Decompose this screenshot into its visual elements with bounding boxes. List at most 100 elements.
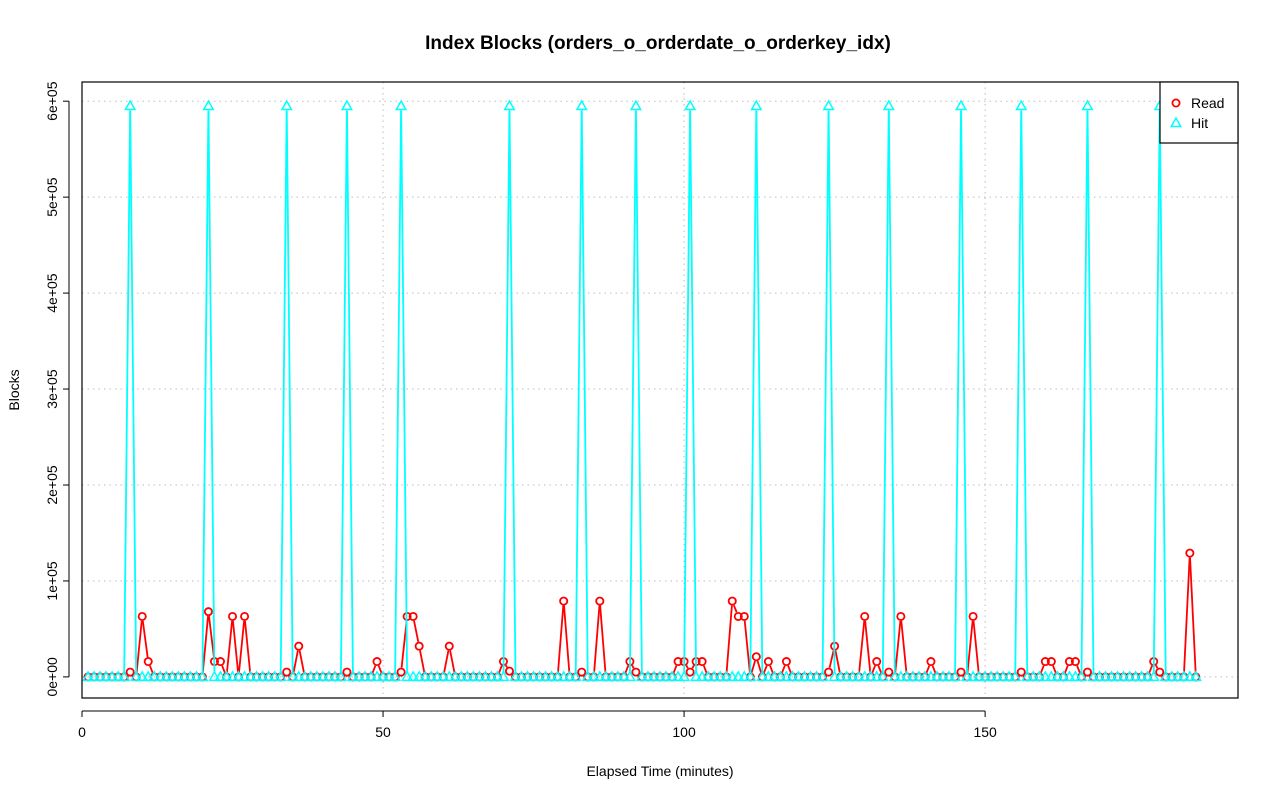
hit-point <box>1027 670 1040 682</box>
read-point <box>860 611 870 621</box>
read-segment <box>557 605 565 673</box>
read-segment <box>672 665 678 674</box>
read-point <box>294 641 304 651</box>
y-tick-label: 6e+05 <box>44 81 60 121</box>
hit-segment <box>683 110 691 673</box>
read-point <box>926 657 936 667</box>
read-segment <box>624 665 630 674</box>
hit-point <box>1087 670 1100 682</box>
hit-point <box>894 670 907 682</box>
hit-point <box>250 670 263 682</box>
hit-point <box>322 670 335 682</box>
hit-point <box>635 670 648 682</box>
hit-segment <box>749 110 758 673</box>
hit-point <box>768 670 781 682</box>
hit-segment <box>129 110 138 673</box>
hit-point <box>1117 670 1130 682</box>
hit-point <box>870 670 883 682</box>
hit-point <box>280 99 293 111</box>
read-point <box>1040 657 1050 667</box>
read-segment <box>505 664 508 668</box>
hit-point <box>936 670 950 682</box>
hit-point <box>605 670 618 682</box>
hit-segment <box>960 110 968 673</box>
read-point <box>559 596 569 606</box>
hit-point <box>1081 99 1094 111</box>
hit-segment <box>629 110 637 673</box>
read-point <box>143 657 153 667</box>
hit-point <box>539 670 552 682</box>
read-segment <box>1040 665 1045 674</box>
hit-point <box>527 670 540 682</box>
hit-point <box>358 670 372 682</box>
read-segment <box>787 665 792 674</box>
hit-point <box>364 670 378 682</box>
hit-point <box>178 670 191 682</box>
hit-segment <box>755 110 764 673</box>
hit-point <box>840 670 853 682</box>
hit-point <box>437 670 450 682</box>
hit-point <box>220 670 233 682</box>
y-axis-label: Blocks <box>6 369 22 410</box>
hit-point <box>876 670 889 682</box>
read-segment <box>691 665 695 669</box>
hit-point <box>401 670 414 682</box>
hit-point <box>395 99 408 111</box>
hit-point <box>792 670 805 682</box>
hit-point <box>1111 670 1124 682</box>
read-segment <box>864 620 872 673</box>
hit-point <box>991 670 1004 682</box>
x-axis: 0 50 100 150 <box>78 710 997 740</box>
read-segment <box>419 650 426 673</box>
read-point <box>968 611 978 621</box>
hit-point <box>1003 670 1016 682</box>
hit-point <box>172 670 185 682</box>
hit-point <box>750 99 763 111</box>
hit-segment <box>580 110 589 673</box>
hit-point <box>906 670 919 682</box>
read-segment <box>733 604 738 613</box>
read-segment <box>238 620 246 673</box>
read-segment <box>1189 557 1197 673</box>
hit-point <box>244 670 257 682</box>
x-axis-label: Elapsed Time (minutes) <box>586 763 733 779</box>
hit-point <box>340 99 353 111</box>
hit-point <box>1129 670 1142 682</box>
read-segment <box>226 620 233 673</box>
hit-point <box>569 670 582 682</box>
hit-point <box>611 670 624 682</box>
read-point <box>884 667 894 677</box>
read-point <box>751 652 761 662</box>
read-segment <box>1064 665 1069 674</box>
hit-point <box>581 670 594 682</box>
hit-point <box>431 670 444 682</box>
hit-point <box>1063 670 1076 682</box>
hit-point <box>148 670 161 682</box>
read-segment <box>900 620 908 673</box>
hit-point <box>106 670 119 682</box>
hit-point <box>1105 670 1118 682</box>
read-segment <box>1183 557 1191 673</box>
hit-point <box>979 670 992 682</box>
hit-point <box>1159 670 1172 682</box>
legend-label-hit: Hit <box>1191 115 1208 131</box>
hit-point <box>202 99 215 111</box>
hit-point <box>617 670 630 682</box>
hit-point <box>1015 99 1028 111</box>
read-point <box>215 657 225 667</box>
read-segment <box>599 605 607 673</box>
y-tick-label: 1e+05 <box>44 561 60 601</box>
hit-segment <box>394 110 402 673</box>
hit-point <box>810 670 823 682</box>
hit-point <box>389 670 402 682</box>
read-point <box>1064 657 1074 667</box>
read-segment <box>371 665 377 674</box>
hit-point <box>720 670 733 682</box>
read-segment <box>858 620 866 673</box>
hit-segment <box>123 110 132 673</box>
hit-point <box>328 670 341 682</box>
read-segment <box>743 620 751 673</box>
hit-segment <box>821 110 830 673</box>
hit-point <box>461 670 474 682</box>
hit-point <box>557 670 570 682</box>
